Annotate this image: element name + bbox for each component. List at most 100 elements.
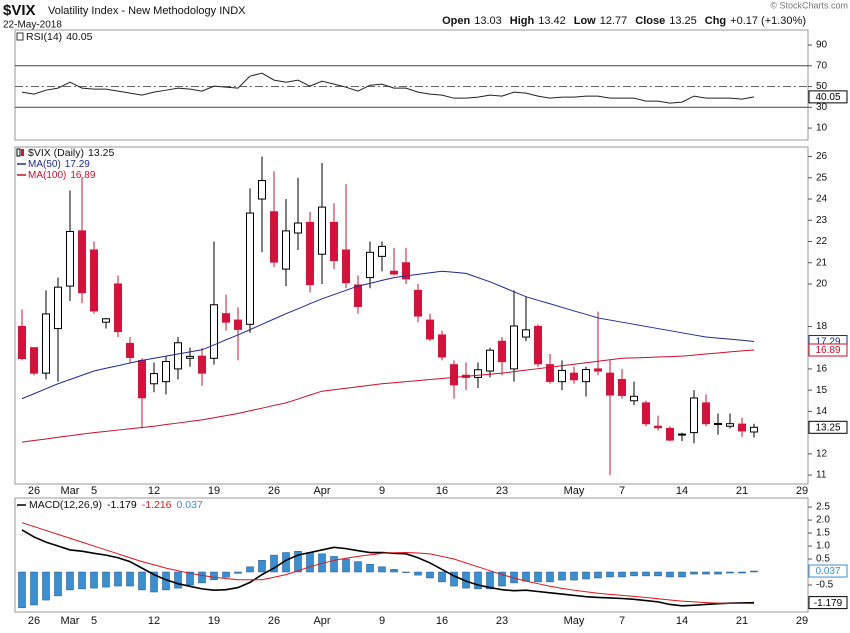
candle-body: [426, 319, 434, 340]
value-box: [808, 564, 848, 578]
candle-body: [414, 289, 422, 317]
histogram-bar: [438, 571, 446, 583]
histogram-bar: [666, 571, 674, 578]
candle-body: [270, 211, 278, 263]
histogram-bar: [618, 571, 626, 578]
candle-body: [78, 230, 86, 294]
histogram-bar: [558, 571, 566, 581]
candle-body: [18, 325, 26, 360]
x-tick-label: 14: [676, 485, 688, 497]
y-tick-label: 10: [816, 123, 828, 134]
y-tick-label: 2.5: [816, 502, 830, 513]
candle-body: [330, 221, 338, 262]
value-box-label: -1.179: [814, 598, 843, 609]
x-tick-label: 16: [436, 485, 448, 497]
y-tick-label: 22: [816, 236, 828, 247]
x-tick-label: 26: [28, 615, 40, 627]
histogram-bar: [642, 571, 650, 577]
line: [21, 270, 755, 400]
histogram-bar: [54, 571, 62, 597]
candle-body: [162, 360, 170, 383]
candle-body: [534, 325, 542, 365]
y-tick-label: 50: [816, 81, 828, 92]
candle-body: [390, 270, 398, 275]
histogram-bar: [738, 571, 746, 574]
y-tick-label: 21: [816, 257, 828, 268]
histogram-bar: [594, 571, 602, 579]
candle-body: [234, 319, 242, 330]
quote-label: Open: [442, 15, 470, 27]
candle-body: [126, 342, 134, 358]
quote-label: Chg: [705, 15, 726, 27]
candle-body: [474, 369, 482, 378]
candle-body: [642, 402, 650, 425]
histogram-bar: [354, 561, 362, 573]
x-tick-label: 26: [28, 485, 40, 497]
histogram-bar: [30, 571, 38, 606]
histogram-bar: [66, 571, 74, 591]
x-tick-label: 29: [796, 485, 808, 497]
y-tick-label: 24: [816, 194, 828, 205]
candle-body: [30, 347, 38, 374]
rsi-legend: RSI(14) 40.05: [26, 31, 93, 43]
quote-value: 12.77: [600, 15, 628, 27]
candle-body: [42, 313, 50, 374]
histogram-bar: [138, 571, 146, 591]
legend-value: 0.037: [177, 499, 203, 511]
y-tick-label: 30: [816, 102, 828, 113]
candle-body: [90, 249, 98, 312]
candle-body: [366, 251, 374, 279]
x-tick-label: 9: [379, 615, 385, 627]
instrument-name: Volatility Index - New Methodology INDX: [48, 5, 246, 17]
price-legend: $VIX (Daily) 13.25: [28, 147, 114, 159]
legend-name: MACD(12,26,9): [29, 499, 102, 511]
histogram-bar: [198, 571, 206, 584]
histogram-bar: [498, 571, 506, 587]
histogram-bar: [402, 571, 410, 573]
y-tick-label: 70: [816, 60, 828, 71]
candle-body: [282, 230, 290, 270]
candle-body: [630, 395, 638, 402]
line: [21, 72, 755, 104]
legend-value: 40.05: [66, 31, 92, 43]
legend-name: RSI(14): [26, 31, 62, 43]
histogram-bar: [390, 569, 398, 573]
histogram-bar: [654, 571, 662, 577]
histogram-bar: [294, 550, 302, 573]
candle-body: [354, 284, 362, 307]
legend-name: $VIX (Daily): [28, 147, 84, 159]
y-tick-label: 90: [816, 40, 828, 51]
candle-body: [378, 245, 386, 257]
candle-body: [714, 422, 722, 425]
candle-body: [438, 334, 446, 358]
symbol: $VIX: [3, 2, 36, 19]
candle-body: [258, 180, 266, 200]
ma-legend: MA(50) 17.29: [28, 159, 90, 170]
x-tick-label: 26: [268, 485, 280, 497]
y-tick-label: 23: [816, 215, 828, 226]
candle-body: [558, 369, 566, 383]
macd-panel: [14, 497, 809, 613]
candle-body: [150, 373, 158, 385]
value-box-label: 17.29: [815, 337, 840, 348]
x-tick-label: 29: [796, 615, 808, 627]
histogram-bar: [342, 558, 350, 573]
histogram-bar: [366, 563, 374, 573]
value-box: [808, 596, 848, 610]
y-tick-label: -0.5: [816, 580, 834, 591]
candle-body: [606, 372, 614, 396]
histogram-bar: [690, 571, 698, 575]
quote-label: High: [510, 15, 535, 27]
candle-body: [498, 340, 506, 363]
candle-body: [618, 379, 626, 396]
y-tick-label: 11: [816, 470, 827, 481]
x-tick-label: Mar: [61, 615, 80, 627]
candle-body: [570, 372, 578, 381]
candle-body: [174, 342, 182, 370]
legend-name: MA(50): [28, 159, 61, 170]
candle-body: [114, 283, 122, 333]
candle-body: [702, 402, 710, 425]
histogram-bar: [174, 571, 182, 589]
